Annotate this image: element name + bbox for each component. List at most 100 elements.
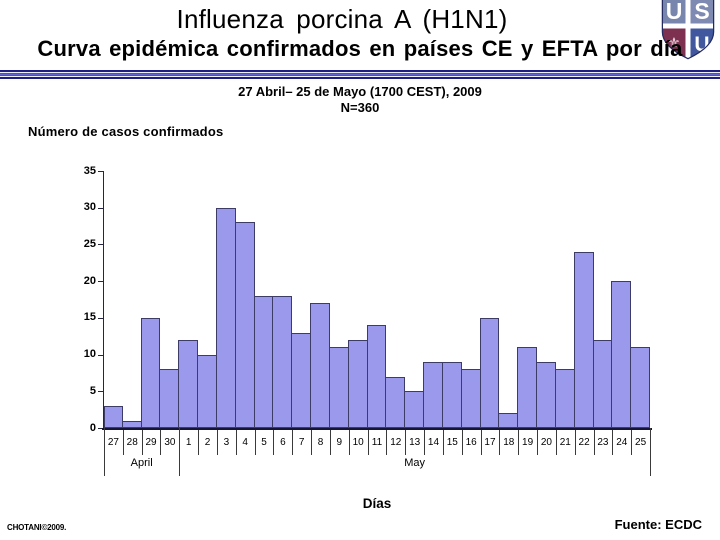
day-separator xyxy=(235,430,237,455)
x-tick-label: 7 xyxy=(298,437,305,448)
bar-day-4 xyxy=(234,222,255,428)
day-separator xyxy=(612,430,614,455)
day-separator xyxy=(216,430,218,455)
day-separator xyxy=(461,430,463,455)
bar-day-9 xyxy=(328,347,349,428)
y-tick-label: 10 xyxy=(83,348,96,361)
day-separator xyxy=(122,430,124,455)
x-tick-label: 6 xyxy=(280,437,286,448)
logo-letter-s: S xyxy=(694,0,709,24)
bar-day-10 xyxy=(347,339,368,428)
bar-day-16 xyxy=(460,369,481,428)
x-tick-label: 27 xyxy=(107,437,119,448)
bar-day-5 xyxy=(253,295,274,428)
day-separator xyxy=(311,430,313,455)
y-tick-mark xyxy=(98,207,104,209)
day-separator xyxy=(537,430,539,455)
x-tick-label: 15 xyxy=(446,437,458,448)
x-tick-label: 17 xyxy=(484,437,496,448)
bar-day-21 xyxy=(554,369,575,428)
day-separator xyxy=(555,430,557,455)
epidemic-curve-bar-chart: 0 5 10 15 20 25 30 35 27 28 29 30 1 2 3 4 5 6 7 8 9 10 11 12 13 1… xyxy=(84,165,652,478)
x-tick-label: 16 xyxy=(465,437,477,448)
header-divider-rule xyxy=(0,70,720,79)
y-tick-label: 15 xyxy=(83,311,96,324)
day-separator xyxy=(574,430,576,455)
day-separator xyxy=(405,430,407,455)
x-tick-label: 11 xyxy=(371,437,383,448)
y-tick-label: 35 xyxy=(83,164,96,177)
chart-y-axis-title: Número de casos confirmados xyxy=(28,124,224,139)
day-separator xyxy=(386,430,388,455)
bar-day-18 xyxy=(498,413,519,428)
month-group-separator xyxy=(179,428,181,476)
day-separator xyxy=(442,430,444,455)
x-tick-label: 13 xyxy=(409,437,421,448)
bar-day-11 xyxy=(366,325,387,428)
x-tick-label: 14 xyxy=(427,437,440,448)
y-tick-label: 25 xyxy=(83,237,96,250)
bar-day-24 xyxy=(611,281,632,428)
day-separator xyxy=(518,430,520,455)
slide-title: Influenza porcina A (H1N1) xyxy=(176,4,508,34)
bar-day-30 xyxy=(159,369,180,428)
day-separator xyxy=(348,430,350,455)
y-tick-label: 0 xyxy=(89,421,96,434)
bar-day-3 xyxy=(215,207,236,428)
x-tick-label: 25 xyxy=(635,437,647,448)
source-label: Fuente: ECDC xyxy=(614,517,702,532)
x-tick-label: 22 xyxy=(578,437,590,448)
y-tick-mark xyxy=(98,244,104,246)
day-separator xyxy=(160,430,162,455)
bar-day-1 xyxy=(178,339,199,428)
x-tick-label: 30 xyxy=(164,437,176,448)
bar-day-6 xyxy=(272,295,293,428)
bar-day-13 xyxy=(404,391,425,428)
chart-x-axis-title: Días xyxy=(362,496,392,511)
x-axis-line xyxy=(102,428,652,430)
x-tick-label: 29 xyxy=(145,437,157,448)
y-tick-mark xyxy=(98,317,104,319)
y-tick-mark xyxy=(98,391,104,393)
bar-day-29 xyxy=(140,317,161,428)
day-separator xyxy=(198,430,200,455)
y-tick-mark xyxy=(98,428,104,429)
month-group-label: May xyxy=(404,457,426,469)
bar-day-12 xyxy=(385,376,406,428)
x-tick-label: 8 xyxy=(317,437,324,448)
month-group-separator xyxy=(104,428,105,476)
bar-day-23 xyxy=(592,339,613,428)
bar-day-20 xyxy=(536,361,556,428)
usu-shield-logo: U S U ⚜ xyxy=(658,0,718,63)
slide-subtitle: Curva epidémica confirmados en países CE… xyxy=(37,36,683,61)
day-separator xyxy=(329,430,331,455)
day-separator xyxy=(593,430,595,455)
x-tick-label: 20 xyxy=(540,437,552,448)
day-separator xyxy=(141,430,143,455)
shield-icon: U S U ⚜ xyxy=(661,0,715,60)
x-tick-label: 19 xyxy=(522,437,534,448)
bar-day-15 xyxy=(441,361,462,428)
day-separator xyxy=(480,430,482,455)
bar-day-27 xyxy=(104,405,123,428)
day-separator xyxy=(499,430,501,455)
x-tick-label: 12 xyxy=(390,437,402,448)
day-separator xyxy=(424,430,426,455)
x-tick-label: 5 xyxy=(261,437,267,448)
bar-day-14 xyxy=(423,361,443,428)
bar-day-7 xyxy=(291,332,312,428)
day-separator xyxy=(254,430,256,455)
author-copyright-label: CHOTANI©2009. xyxy=(7,523,67,532)
x-tick-label: 18 xyxy=(503,437,515,448)
logo-letter-u1: U xyxy=(666,0,683,24)
x-tick-label: 4 xyxy=(242,437,248,448)
day-separator xyxy=(631,430,633,455)
x-tick-label: 3 xyxy=(223,437,230,448)
y-tick-label: 20 xyxy=(83,274,96,287)
bar-day-28 xyxy=(121,420,142,428)
bar-day-25 xyxy=(630,347,650,428)
x-tick-label: 1 xyxy=(185,437,192,448)
sample-size-label: N=360 xyxy=(340,100,380,115)
bar-day-22 xyxy=(573,251,594,428)
month-group-separator xyxy=(650,428,651,476)
